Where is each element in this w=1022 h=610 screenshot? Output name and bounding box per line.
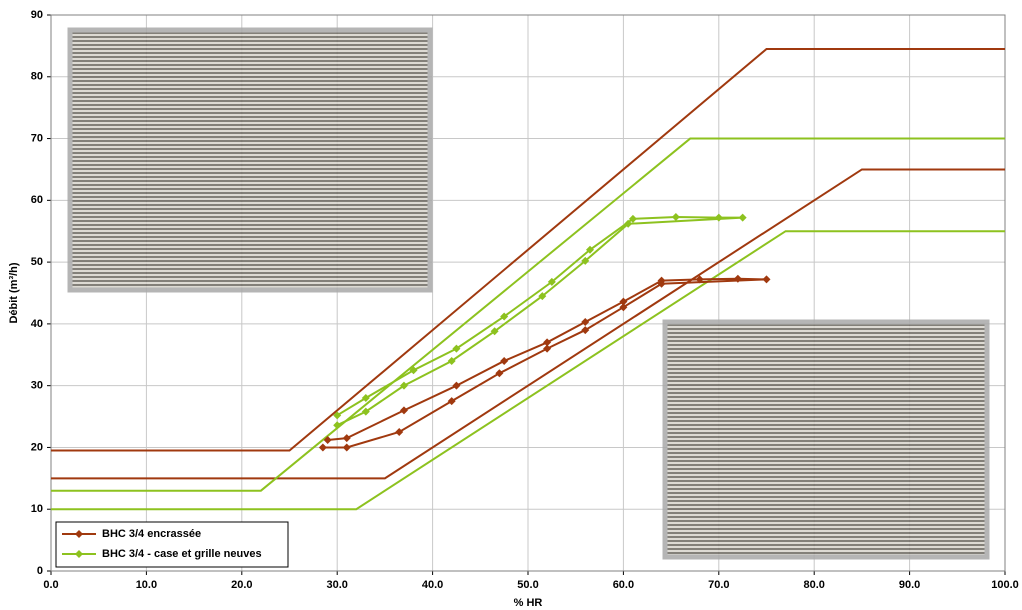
marker [319,443,327,451]
x-tick-label: 80.0 [803,579,824,591]
photo [665,322,987,557]
marker [500,357,508,365]
marker [581,318,589,326]
x-tick-label: 30.0 [326,579,347,591]
marker [343,434,351,442]
y-tick-label: 20 [31,441,43,453]
y-axis-label: Débit (m³/h) [8,262,20,323]
y-tick-label: 10 [31,503,43,515]
y-tick-label: 30 [31,380,43,392]
x-axis-label: % HR [514,597,543,609]
marker [672,213,680,221]
x-tick-label: 70.0 [708,579,729,591]
legend-label: BHC 3/4 - case et grille neuves [102,548,262,560]
legend-label: BHC 3/4 encrassée [102,528,201,540]
x-tick-label: 10.0 [136,579,157,591]
marker [452,382,460,390]
y-tick-label: 90 [31,9,43,21]
x-tick-label: 40.0 [422,579,443,591]
photo [70,30,430,290]
marker [763,275,771,283]
marker [715,214,723,222]
y-tick-label: 60 [31,194,43,206]
x-tick-label: 20.0 [231,579,252,591]
marker [739,214,747,222]
marker [543,345,551,353]
marker [343,443,351,451]
x-tick-label: 50.0 [517,579,538,591]
y-tick-label: 0 [37,565,43,577]
x-tick-label: 0.0 [43,579,58,591]
marker [333,421,341,429]
x-tick-label: 100.0 [991,579,1019,591]
y-tick-label: 80 [31,71,43,83]
marker [400,406,408,414]
chart: % HR Débit (m³/h) 0 10 20 30 40 50 60 70 80 90 0.0… [0,0,1022,610]
y-tick-label: 70 [31,132,43,144]
x-tick-label: 60.0 [613,579,634,591]
marker [495,369,503,377]
x-tick-label: 90.0 [899,579,920,591]
y-tick-label: 40 [31,318,43,330]
y-tick-label: 50 [31,256,43,268]
